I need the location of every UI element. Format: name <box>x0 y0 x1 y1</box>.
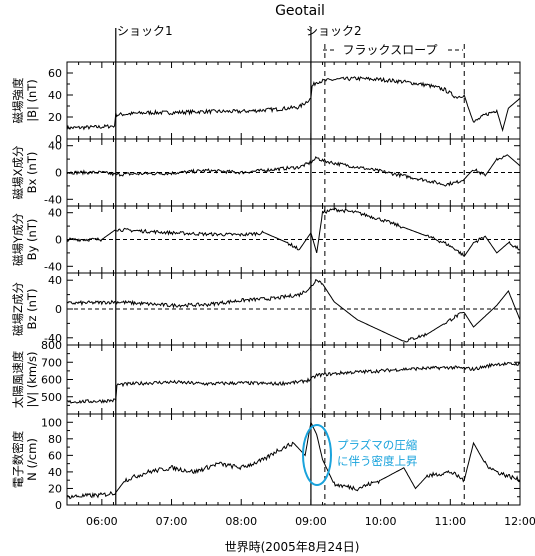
y-axis-label-line: 太陽風速度 <box>11 350 25 408</box>
y-tick-label: 40 <box>48 207 62 220</box>
x-tick-label: 11:00 <box>434 515 466 528</box>
panel-b-total: 60 40 20 0 磁場強度|B| (nT) <box>11 61 521 146</box>
x-tick-label: 07:00 <box>156 515 188 528</box>
x-tick-label: 08:00 <box>225 515 257 528</box>
y-tick-label: -40 <box>44 332 62 345</box>
y-tick-label: 0 <box>55 303 62 316</box>
y-axis-label: 磁場Z成分Bz (nT) <box>11 282 39 336</box>
y-tick-label: 0 <box>55 234 62 247</box>
y-axis-label-line: 磁場Y成分 <box>11 212 25 266</box>
y-tick-label: 60 <box>48 67 62 80</box>
y-axis-label: 磁場X成分Bx (nT) <box>11 145 39 199</box>
y-tick-label: 700 <box>41 356 62 369</box>
series-line <box>66 361 521 404</box>
y-axis-label-line: 磁場Z成分 <box>11 282 25 336</box>
y-tick-label: 800 <box>41 339 62 352</box>
panel-frame <box>66 344 521 415</box>
event-lines <box>115 28 465 505</box>
y-tick-label: -40 <box>44 193 62 206</box>
y-tick-label: 500 <box>41 391 62 404</box>
y-axis-label: 磁場Y成分By (nT) <box>11 212 39 266</box>
flux-rope-label: フラックスロープ <box>343 43 438 57</box>
panel-bz: 40 0 -40 磁場Z成分Bz (nT) <box>11 272 521 346</box>
x-tick-label: 06:00 <box>86 515 118 528</box>
series-line <box>66 207 521 257</box>
y-tick-label: 40 <box>48 89 62 102</box>
y-axis-label-line: 磁場X成分 <box>11 145 25 199</box>
y-axis-label-line: Bx (nT) <box>25 152 39 194</box>
y-axis-label-line: 磁場強度 <box>11 77 25 123</box>
series-line <box>66 278 521 343</box>
series-line <box>66 154 521 187</box>
x-axis-label: 世界時(2005年8月24日) <box>225 540 360 554</box>
panel-frame <box>66 413 521 506</box>
series-line <box>66 420 521 500</box>
annotation-line-1: プラズマの圧縮 <box>337 438 417 452</box>
y-tick-label: 0 <box>55 499 62 512</box>
y-axis-label: 太陽風速度|V| (km/s) <box>11 350 39 408</box>
y-tick-label: 100 <box>41 416 62 429</box>
annotation-line-2: に伴う密度上昇 <box>337 454 418 468</box>
y-tick-label: -40 <box>44 260 62 273</box>
y-tick-label: 40 <box>48 140 62 153</box>
panel-bx: 40 0 -40 磁場X成分Bx (nT) <box>11 138 521 207</box>
shock-1-label: ショック1 <box>117 24 173 38</box>
panel-by: 40 0 -40 磁場Y成分By (nT) <box>11 205 521 274</box>
x-tick-label: 12:00 <box>504 515 535 528</box>
x-axis: 06:00 07:00 08:00 09:00 10:00 11:00 12:00 <box>66 62 535 528</box>
y-tick-label: 40 <box>48 274 62 287</box>
panel-frame <box>66 61 521 140</box>
y-tick-label: 20 <box>48 482 62 495</box>
y-tick-label: 600 <box>41 374 62 387</box>
shock-2-label: ショック2 <box>306 24 362 38</box>
y-axis-label: 磁場強度|B| (nT) <box>11 77 39 123</box>
density-highlight-ellipse <box>302 424 332 486</box>
y-axis-label: 電子数密度N (/cm) <box>11 430 39 488</box>
flux-rope-bracket: フラックスロープ <box>323 43 463 57</box>
y-axis-label-line: |V| (km/s) <box>25 352 39 408</box>
y-axis-label-line: Bz (nT) <box>25 289 39 330</box>
y-tick-label: 40 <box>48 466 62 479</box>
x-tick-label: 10:00 <box>365 515 397 528</box>
x-tick-label: 09:00 <box>295 515 327 528</box>
panel-n: 100 80 60 40 20 0 電子数密度N (/cm) <box>11 413 521 512</box>
y-axis-label-line: N (/cm) <box>25 438 39 481</box>
y-axis-label-line: 電子数密度 <box>11 430 25 488</box>
y-tick-label: 0 <box>55 167 62 180</box>
chart-title: Geotail <box>275 3 325 19</box>
y-tick-label: 80 <box>48 433 62 446</box>
y-tick-label: 0 <box>55 133 62 146</box>
y-axis-label-line: By (nT) <box>25 219 39 261</box>
y-tick-label: 60 <box>48 449 62 462</box>
y-axis-label-line: |B| (nT) <box>25 79 39 122</box>
y-tick-label: 20 <box>48 111 62 124</box>
series-line <box>66 76 521 133</box>
